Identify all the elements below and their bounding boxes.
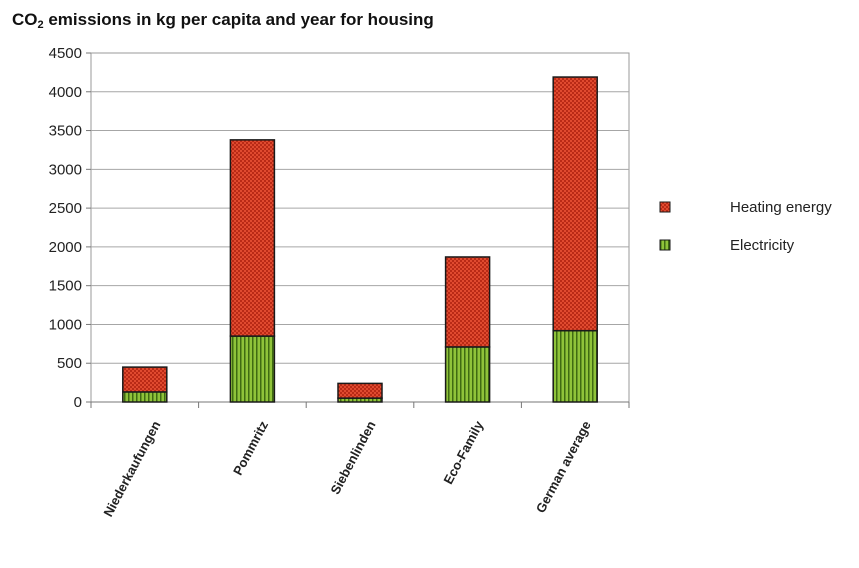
legend-swatch — [659, 239, 671, 251]
bar-heating-energy — [552, 76, 598, 332]
x-category-label: Pommritz — [230, 418, 271, 478]
bar-electricity — [444, 346, 491, 403]
legend-label: Electricity — [730, 237, 795, 254]
bar-heating-energy — [229, 139, 276, 337]
x-category-label: German average — [533, 418, 594, 515]
bar-electricity — [229, 335, 276, 403]
legend-swatch — [659, 201, 671, 213]
bar-electricity — [122, 391, 168, 403]
x-category-label: Siebenlinden — [327, 418, 378, 497]
y-tick-label: 1000 — [49, 316, 82, 333]
title-subscript: 2 — [37, 19, 44, 31]
bar-electricity — [552, 329, 598, 403]
legend-label: Heating energy — [730, 199, 832, 216]
y-tick-label: 1500 — [49, 278, 82, 295]
y-tick-label: 3500 — [49, 123, 82, 140]
y-tick-label: 2000 — [49, 239, 82, 256]
chart-title: CO2 emissions in kg per capita and year … — [12, 10, 434, 31]
y-tick-label: 2500 — [49, 200, 82, 217]
x-category-label: Niederkaufungen — [100, 418, 163, 519]
title-suffix: emissions in kg per capita and year for … — [43, 10, 434, 29]
y-tick-label: 3000 — [49, 161, 82, 178]
y-tick-label: 0 — [74, 394, 82, 411]
title-prefix: CO — [12, 10, 38, 29]
y-tick-label: 500 — [57, 355, 82, 372]
bar-heating-energy — [122, 366, 168, 393]
bar-heating-energy — [444, 256, 491, 348]
x-category-label: Eco-Family — [440, 418, 486, 487]
bar-heating-energy — [337, 382, 383, 399]
plot-area-frame — [90, 52, 630, 403]
y-tick-label: 4000 — [49, 84, 82, 101]
y-tick-label: 4500 — [49, 45, 82, 62]
